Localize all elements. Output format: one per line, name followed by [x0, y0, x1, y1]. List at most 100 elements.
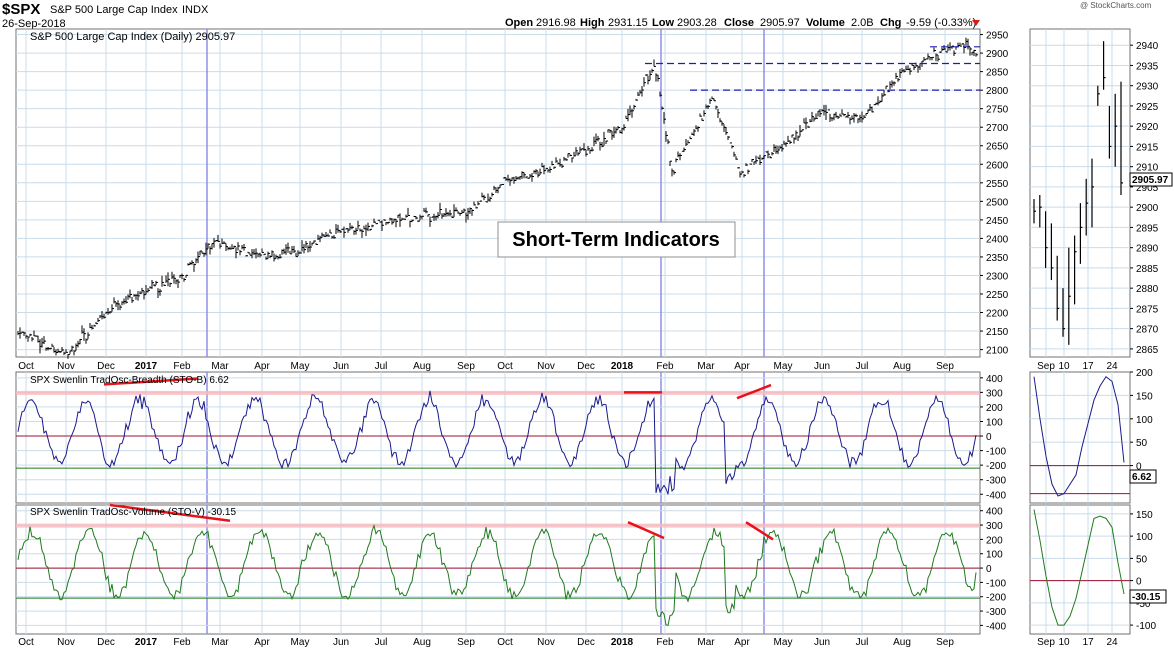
- volume-y-tick-label-8: 400: [986, 507, 1003, 518]
- breadth-series-line: [17, 390, 977, 495]
- x-label-top-8: Jun: [333, 361, 349, 372]
- x-label-bottom-22: Aug: [893, 637, 911, 648]
- x-label-top-20: Jun: [814, 361, 830, 372]
- x-label-bottom-15: 2018: [611, 637, 634, 648]
- zoom-price-y-tick-label-13: 2930: [1136, 82, 1159, 93]
- zoom-price-y-tick-label-7: 2900: [1136, 203, 1159, 214]
- breadth-y-tick-label-7: 300: [986, 388, 1003, 399]
- x-label-top-17: Mar: [697, 361, 715, 372]
- chg-label: Chg: [880, 17, 901, 29]
- x-label-top-6: Apr: [254, 361, 270, 372]
- symbol-label: $SPX: [2, 1, 40, 18]
- volume-y-tick-label-4: 0: [986, 564, 992, 575]
- breadth-y-tick-label-5: 100: [986, 417, 1003, 428]
- x-label-bottom-9: Jul: [375, 637, 388, 648]
- x-label-top-16: Feb: [656, 361, 674, 372]
- x-label-bottom-16: Feb: [656, 637, 674, 648]
- zoom-volume-current-label: -30.15: [1129, 589, 1167, 604]
- zoom-breadth-y-tick-label-0: 0: [1136, 462, 1142, 473]
- zoom-x-label-top-0: Sep: [1037, 361, 1055, 372]
- x-label-top-11: Sep: [457, 361, 475, 372]
- x-label-bottom-17: Mar: [697, 637, 715, 648]
- zoom-breadth-y-tick-label-4: 200: [1136, 368, 1153, 379]
- volume-panel: -400 -300 -200 -100 0 100 200 300 400 SPX Swenli…: [15, 503, 1006, 635]
- zoom-price-y-tick-label-3: 2880: [1136, 284, 1159, 295]
- zoom-price-y-tick-label-2: 2875: [1136, 304, 1159, 315]
- zoom-price-current-value: 2905.97: [1132, 175, 1169, 186]
- x-label-top-18: Apr: [734, 361, 750, 372]
- zoom-breadth-current-label: 6.62: [1129, 469, 1157, 484]
- zoom-breadth-y-tick-label-1: 50: [1136, 438, 1148, 449]
- volume-y-tick-label-2: -200: [986, 593, 1006, 604]
- x-label-bottom-21: Jul: [856, 637, 869, 648]
- zoom-x-label-bottom-0: Sep: [1037, 637, 1055, 648]
- x-label-top-13: Nov: [537, 361, 555, 372]
- zoom-volume-current-value: -30.15: [1132, 592, 1161, 603]
- volume-value: 2.0B: [851, 17, 874, 29]
- price-y-tick-label-4: 2300: [986, 271, 1009, 282]
- price-y-tick-label-10: 2600: [986, 160, 1009, 171]
- price-y-tick-label-14: 2800: [986, 86, 1009, 97]
- x-label-top-2: Dec: [97, 361, 115, 372]
- x-label-bottom-11: Sep: [457, 637, 475, 648]
- volume-trendline-0: [109, 503, 231, 523]
- zoom-price-y-tick-label-8: 2905: [1136, 183, 1159, 194]
- price-y-tick-label-12: 2700: [986, 123, 1009, 134]
- x-label-bottom-3: 2017: [135, 637, 158, 648]
- zoom-x-label-top-3: 24: [1106, 361, 1118, 372]
- volume-y-tick-label-5: 100: [986, 550, 1003, 561]
- breadth-y-tick-label-2: -200: [986, 461, 1006, 472]
- x-label-top-7: May: [291, 361, 310, 372]
- zoom-x-label-top-1: 10: [1058, 361, 1070, 372]
- x-label-top-9: Jul: [375, 361, 388, 372]
- chg-value: -9.59 (-0.33%): [906, 17, 976, 29]
- x-label-bottom-4: Feb: [173, 637, 191, 648]
- price-panel: 2100 2150 2200 2250 2300 2350 2400 2450 2500 2550…: [15, 28, 1009, 359]
- price-y-tick-label-5: 2350: [986, 253, 1009, 264]
- date-label: 26-Sep-2018: [2, 18, 66, 30]
- x-label-bottom-13: Nov: [537, 637, 555, 648]
- x-label-top-1: Nov: [57, 361, 75, 372]
- price-y-tick-label-17: 2950: [986, 31, 1009, 42]
- zoom-x-label-bottom-2: 17: [1082, 637, 1094, 648]
- zoom-volume-y-tick-label-1: -50: [1136, 599, 1151, 610]
- volume-label: Volume: [806, 17, 845, 29]
- breadth-y-tick-label-4: 0: [986, 432, 992, 443]
- x-label-top-14: Dec: [577, 361, 595, 372]
- price-y-tick-label-2: 2200: [986, 309, 1009, 320]
- low-label: Low: [652, 17, 674, 29]
- zoom-breadth-y-tick-label-3: 150: [1136, 391, 1153, 402]
- price-y-tick-label-11: 2650: [986, 142, 1009, 153]
- zoom-price-y-tick-label-6: 2895: [1136, 223, 1159, 234]
- zoom-volume-y-tick-label-2: 0: [1136, 577, 1142, 588]
- volume-y-tick-label-3: -100: [986, 578, 1006, 589]
- x-label-top-23: Sep: [936, 361, 954, 372]
- volume-trendline-2: [745, 521, 774, 541]
- zoom-x-label-bottom-3: 24: [1106, 637, 1118, 648]
- zoom-volume-series-line: [1033, 509, 1125, 626]
- zoom-price-y-tick-label-10: 2915: [1136, 142, 1159, 153]
- x-label-bottom-23: Sep: [936, 637, 954, 648]
- zoom-price-y-tick-label-9: 2910: [1136, 163, 1159, 174]
- breadth-overbought-band: [16, 390, 980, 395]
- close-label: Close: [724, 17, 754, 29]
- volume-y-tick-label-7: 300: [986, 521, 1003, 532]
- zoom-price-y-tick-label-0: 2865: [1136, 345, 1159, 356]
- price-y-tick-label-15: 2850: [986, 68, 1009, 79]
- price-y-tick-label-16: 2900: [986, 49, 1009, 60]
- volume-y-tick-label-0: -400: [986, 621, 1006, 632]
- zoom-volume-y-tick-label-5: 150: [1136, 510, 1153, 521]
- volume-series-line: [17, 524, 977, 627]
- zoom-breadth-panel: 0 50 100 150 200 6.62: [1029, 368, 1157, 504]
- zoom-price-y-tick-label-12: 2925: [1136, 102, 1159, 113]
- open-label: Open: [505, 17, 533, 29]
- zoom-price-frame: [1029, 28, 1131, 358]
- zoom-x-label-top-2: 17: [1082, 361, 1094, 372]
- price-y-tick-label-1: 2150: [986, 327, 1009, 338]
- x-label-bottom-20: Jun: [814, 637, 830, 648]
- index-name: S&P 500 Large Cap Index: [50, 4, 178, 16]
- breadth-y-tick-label-1: -300: [986, 476, 1006, 487]
- price-y-tick-label-6: 2400: [986, 234, 1009, 245]
